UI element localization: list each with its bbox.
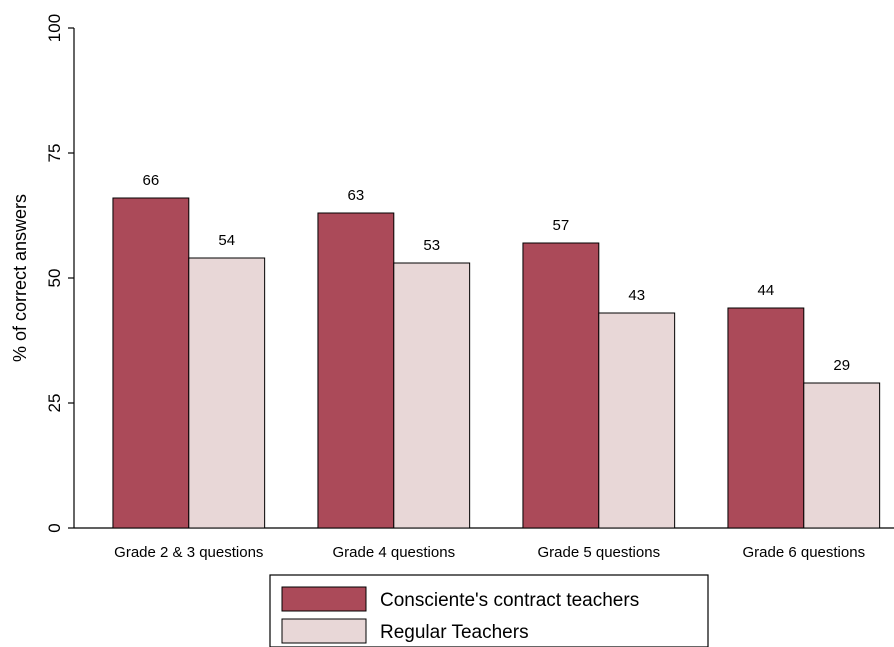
category-label: Grade 4 questions [333,544,456,561]
bar-value-label: 44 [758,282,775,299]
category-label: Grade 2 & 3 questions [114,544,263,561]
bar-regular-teachers [803,382,881,529]
bar-regular-teachers [393,262,471,529]
legend-swatch-contract-teachers [281,586,367,612]
legend-swatch-regular-teachers [281,618,367,644]
category-label: Grade 5 questions [538,544,661,561]
bar-contract-teachers [317,212,395,529]
bar-regular-teachers [598,312,676,529]
bar-value-label: 29 [833,357,850,374]
y-tick-label: 75 [45,144,64,163]
category-labels: Grade 2 & 3 questions Grade 4 questions Gr… [114,544,865,561]
legend: Consciente's contract teachers Regular T… [269,574,709,647]
bar-value-label: 54 [218,232,235,249]
y-axis-title: % of correct answers [10,194,30,362]
y-tick-label: 50 [45,269,64,288]
bar-value-label: 63 [348,187,365,204]
bar-value-label: 53 [423,237,440,254]
bar-value-label: 66 [143,172,160,189]
y-tick-label: 25 [45,394,64,413]
bar-value-label: 57 [553,217,570,234]
bar-value-label: 43 [628,287,645,304]
y-tick-label: 100 [45,14,64,42]
value-labels: 66 54 63 53 57 43 44 29 [143,172,851,374]
bar-regular-teachers [188,257,266,529]
legend-label-contract-teachers: Consciente's contract teachers [380,590,639,611]
category-label: Grade 6 questions [743,544,866,561]
y-tick-label: 0 [45,523,64,532]
y-ticks: 0 25 50 75 100 [45,14,74,533]
bar-contract-teachers [112,197,190,529]
bar-contract-teachers [522,242,600,529]
bar-contract-teachers [727,307,805,529]
legend-label-regular-teachers: Regular Teachers [380,622,529,643]
bars [112,197,881,529]
